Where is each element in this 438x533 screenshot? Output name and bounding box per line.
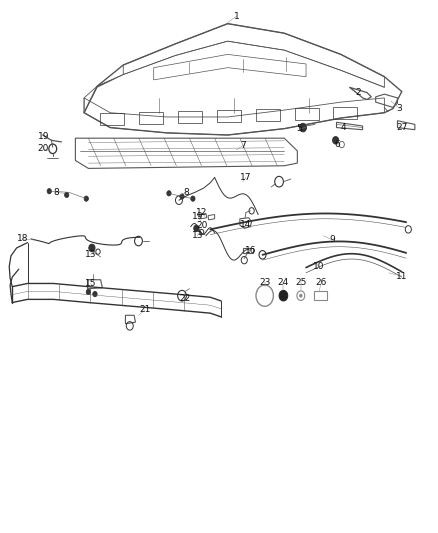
Text: 4: 4 <box>340 123 346 132</box>
Circle shape <box>279 290 288 301</box>
Text: 2: 2 <box>356 88 361 97</box>
Text: 5: 5 <box>297 124 302 133</box>
Text: 8: 8 <box>53 188 59 197</box>
Bar <box>314 292 327 300</box>
Text: 19: 19 <box>192 212 204 221</box>
Circle shape <box>86 289 91 295</box>
Text: 10: 10 <box>313 262 325 271</box>
Circle shape <box>89 244 95 252</box>
Text: 24: 24 <box>278 278 289 287</box>
Text: 11: 11 <box>396 271 407 280</box>
Circle shape <box>47 189 51 194</box>
Text: 14: 14 <box>240 220 252 229</box>
Circle shape <box>300 294 302 297</box>
Text: 3: 3 <box>397 104 403 113</box>
Text: 18: 18 <box>17 235 28 244</box>
Text: 16: 16 <box>244 246 256 255</box>
Text: 9: 9 <box>329 236 335 245</box>
Text: 25: 25 <box>295 278 307 287</box>
Circle shape <box>194 225 199 231</box>
Text: 1: 1 <box>233 12 239 21</box>
Circle shape <box>64 192 69 198</box>
Circle shape <box>191 196 195 201</box>
Circle shape <box>332 136 339 144</box>
Circle shape <box>93 292 97 297</box>
Circle shape <box>167 191 171 196</box>
Text: 7: 7 <box>240 141 246 150</box>
Circle shape <box>300 123 307 132</box>
Text: 20: 20 <box>197 221 208 230</box>
Circle shape <box>84 196 88 201</box>
Circle shape <box>180 194 184 199</box>
Text: 26: 26 <box>316 278 327 287</box>
Text: 6: 6 <box>335 140 340 149</box>
Text: 23: 23 <box>259 278 270 287</box>
Text: 12: 12 <box>196 208 207 217</box>
Text: 13: 13 <box>191 231 203 240</box>
Text: 20: 20 <box>37 144 49 154</box>
Text: 19: 19 <box>38 132 50 141</box>
Text: 13: 13 <box>85 251 96 260</box>
Text: 27: 27 <box>396 123 407 132</box>
Text: 21: 21 <box>139 305 151 314</box>
Text: 8: 8 <box>184 188 189 197</box>
Text: 22: 22 <box>180 294 191 303</box>
Text: 17: 17 <box>240 173 252 182</box>
Text: 15: 15 <box>85 279 96 288</box>
